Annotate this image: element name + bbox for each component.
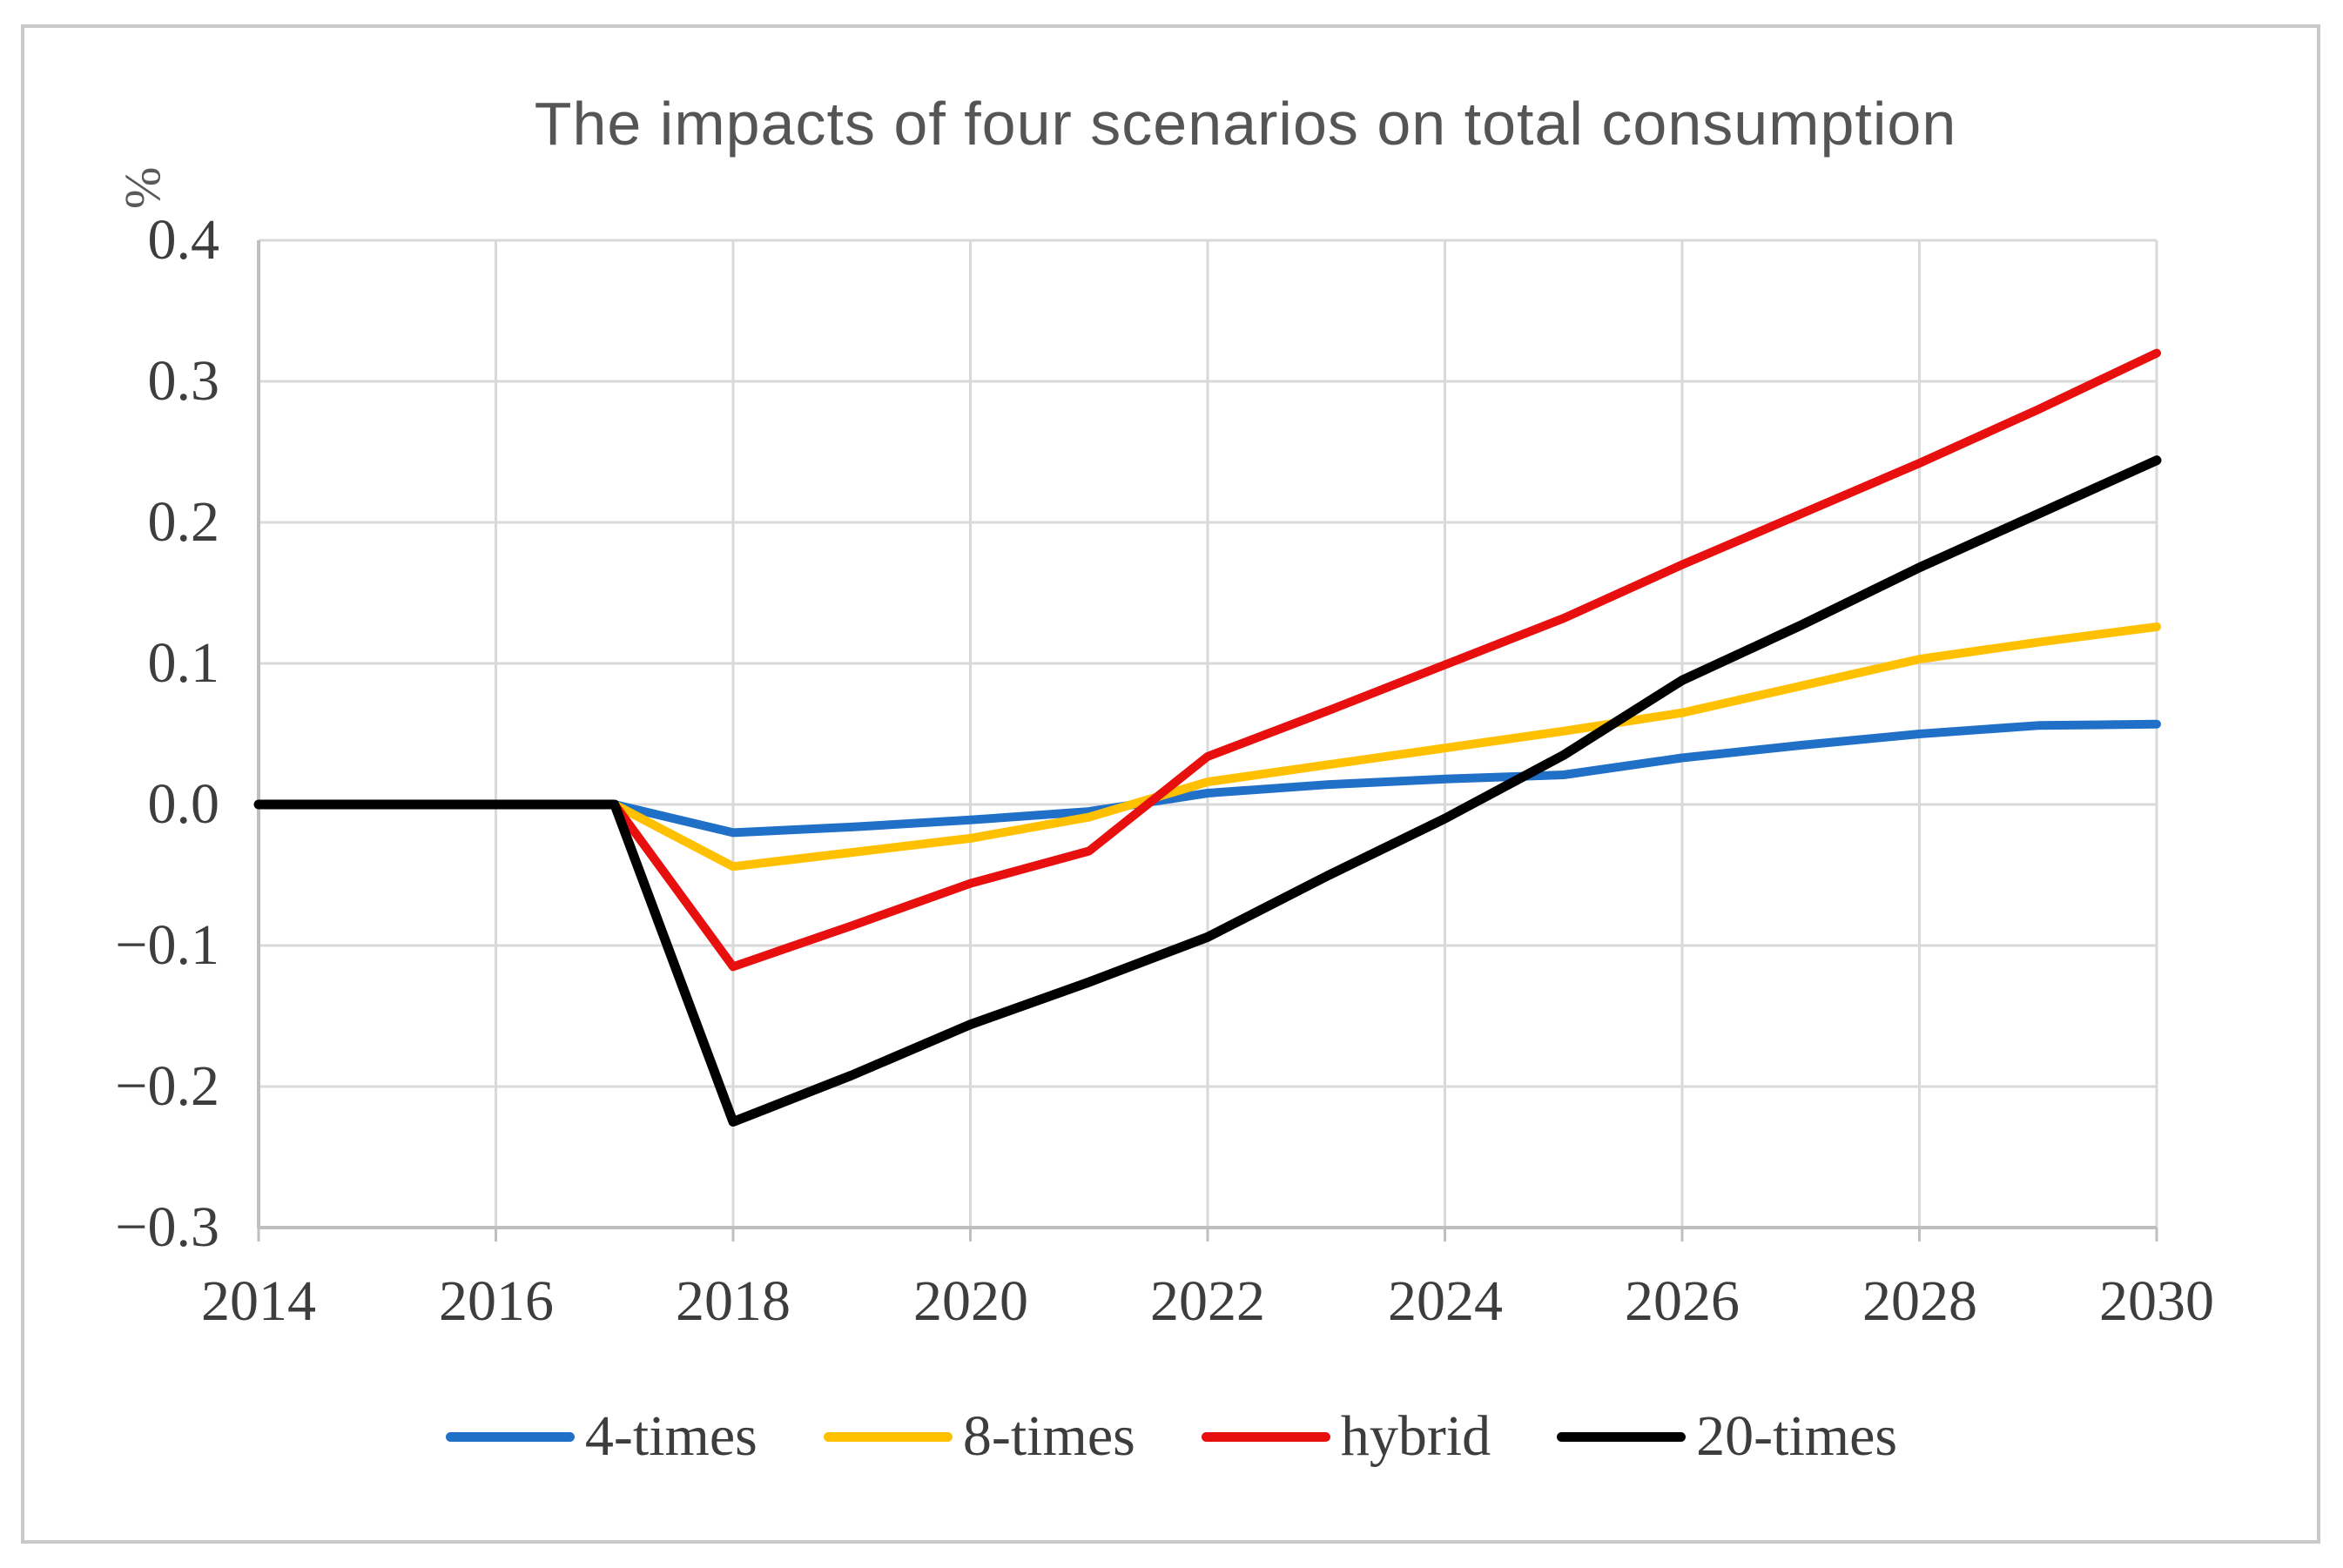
series-line-20-times — [253, 455, 2162, 1127]
y-tick-label: 0.1 — [147, 631, 220, 695]
y-tick-label: 0.3 — [147, 349, 220, 413]
series-lines — [253, 348, 2162, 1127]
y-tick-label: −0.3 — [115, 1195, 219, 1259]
legend-label-8-times: 8-times — [962, 1404, 1135, 1468]
x-tick-label: 2022 — [1150, 1269, 1265, 1333]
legend-item-4-times: 4-times — [445, 1404, 757, 1468]
x-tick-label: 2016 — [439, 1269, 554, 1333]
x-tick-label: 2030 — [2099, 1269, 2214, 1333]
legend-label-4-times: 4-times — [584, 1404, 757, 1468]
y-tick-label: 0.2 — [147, 490, 220, 554]
x-tick-label: 2020 — [913, 1269, 1028, 1333]
legend-swatch-4-times — [445, 1431, 575, 1442]
y-tick-label: 0.4 — [147, 208, 220, 272]
legend-item-hybrid: hybrid — [1201, 1404, 1491, 1468]
axis-lines — [257, 240, 2158, 1242]
legend-label-hybrid: hybrid — [1340, 1404, 1491, 1468]
x-tick-label: 2026 — [1625, 1269, 1740, 1333]
gridlines — [257, 239, 2158, 1229]
chart-legend: 4-times 8-times hybrid 20-times — [0, 1395, 2343, 1478]
y-tick-label: 0.0 — [147, 772, 220, 836]
chart-title: The impacts of four scenarios on total c… — [534, 90, 1957, 158]
x-tick-label: 2028 — [1862, 1269, 1977, 1333]
y-tick-label: −0.2 — [115, 1054, 219, 1118]
x-tick-label: 2024 — [1388, 1269, 1503, 1333]
legend-label-20-times: 20-times — [1696, 1404, 1898, 1468]
legend-swatch-8-times — [823, 1431, 953, 1442]
legend-item-20-times: 20-times — [1557, 1408, 1897, 1465]
x-tick-label: 2018 — [676, 1269, 791, 1333]
legend-swatch-20-times — [1557, 1431, 1687, 1442]
legend-swatch-hybrid — [1201, 1431, 1330, 1442]
legend-item-8-times: 8-times — [823, 1404, 1135, 1468]
y-tick-label: −0.1 — [115, 913, 219, 977]
x-tick-label: 2014 — [201, 1269, 316, 1333]
